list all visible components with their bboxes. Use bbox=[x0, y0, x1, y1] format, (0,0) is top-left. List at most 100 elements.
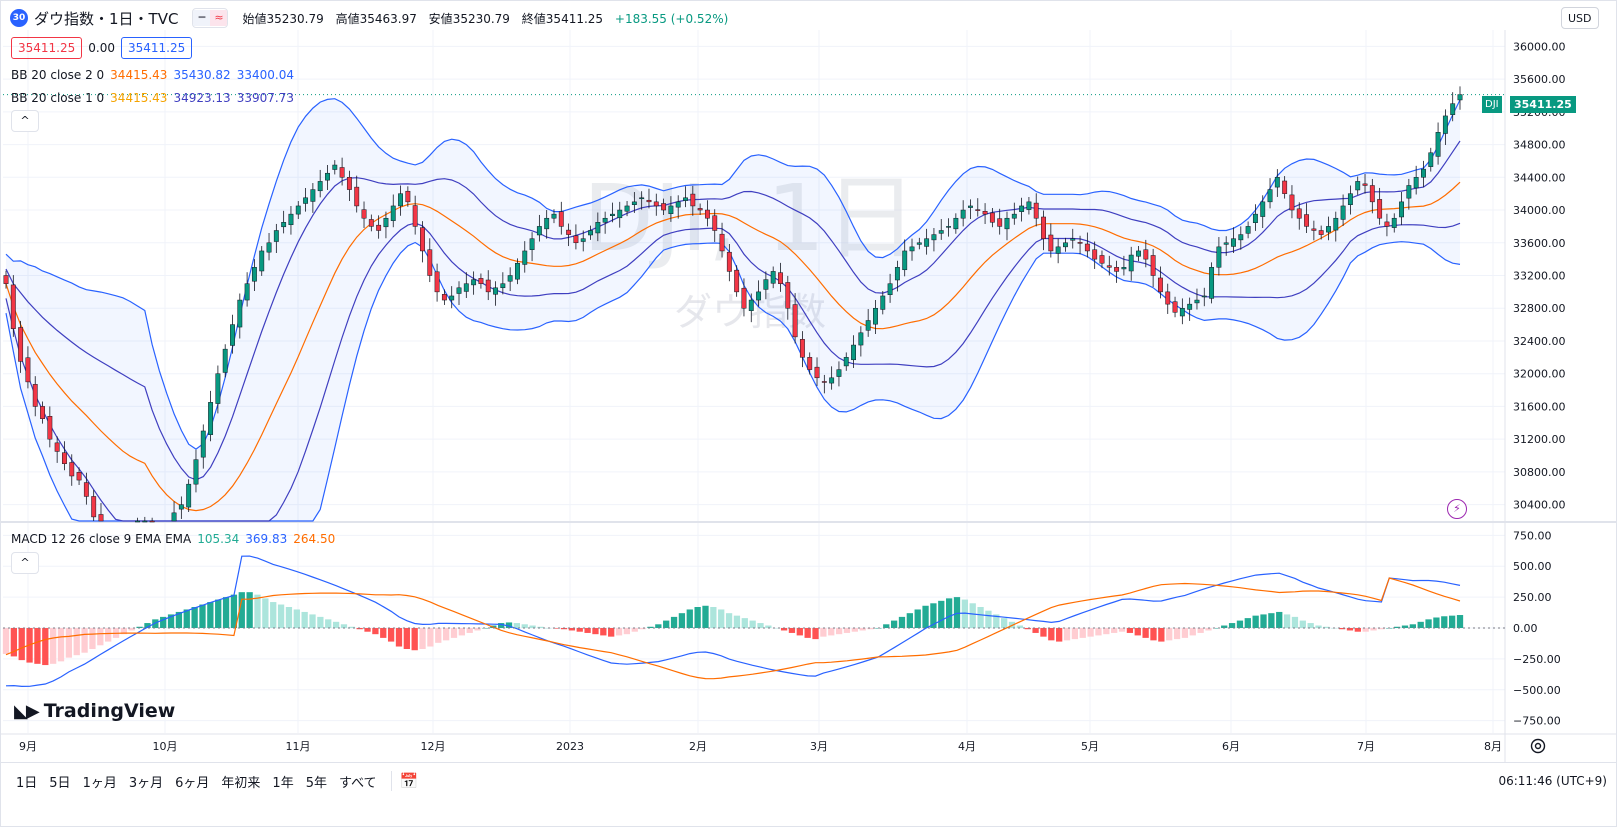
candle-body[interactable] bbox=[368, 219, 374, 227]
candle-body[interactable] bbox=[1041, 216, 1046, 239]
candle-body[interactable] bbox=[975, 209, 981, 211]
candle-body[interactable] bbox=[507, 275, 513, 282]
candle-body[interactable] bbox=[566, 229, 572, 235]
candle-body[interactable] bbox=[756, 291, 762, 301]
collapse-macd-button[interactable]: ^ bbox=[11, 552, 39, 574]
candle-body[interactable] bbox=[1063, 242, 1068, 248]
candle-body[interactable] bbox=[1165, 291, 1171, 305]
currency-selector[interactable]: USD bbox=[1561, 7, 1599, 29]
candle-body[interactable] bbox=[726, 251, 732, 272]
candle-body[interactable] bbox=[1442, 115, 1448, 134]
candle-body[interactable] bbox=[785, 282, 791, 309]
candle-body[interactable] bbox=[1077, 242, 1083, 244]
calendar-icon[interactable]: 📅 bbox=[399, 772, 419, 790]
candle-body[interactable] bbox=[266, 242, 272, 253]
candle-body[interactable] bbox=[485, 279, 491, 293]
candle-body[interactable] bbox=[1223, 242, 1229, 245]
candle-body[interactable] bbox=[829, 377, 835, 384]
candle-body[interactable] bbox=[1011, 213, 1017, 219]
candle-body[interactable] bbox=[332, 164, 338, 170]
candle-body[interactable] bbox=[580, 238, 586, 242]
candle-body[interactable] bbox=[1084, 243, 1090, 252]
candle-body[interactable] bbox=[719, 233, 725, 252]
candle-body[interactable] bbox=[1172, 301, 1178, 313]
symbol-badge[interactable]: 30 bbox=[10, 9, 28, 27]
range-button[interactable]: 5日 bbox=[49, 775, 71, 791]
candle-body[interactable] bbox=[946, 226, 951, 228]
candle-body[interactable] bbox=[1318, 230, 1324, 235]
candle-body[interactable] bbox=[25, 357, 31, 383]
candle-body[interactable] bbox=[215, 373, 221, 404]
candle-body[interactable] bbox=[704, 209, 710, 219]
candle-body[interactable] bbox=[325, 172, 330, 181]
clock-time[interactable]: 06:11:46 (UTC+9) bbox=[1498, 774, 1607, 788]
candle-body[interactable] bbox=[186, 483, 192, 508]
candle-body[interactable] bbox=[1384, 221, 1390, 227]
symbol-title[interactable]: ダウ指数・1日・TVC bbox=[34, 9, 179, 28]
candle-body[interactable] bbox=[814, 366, 820, 379]
candle-body[interactable] bbox=[3, 275, 9, 284]
candle-body[interactable] bbox=[515, 262, 520, 280]
candle-body[interactable] bbox=[748, 299, 754, 311]
candle-body[interactable] bbox=[778, 272, 783, 284]
candle-body[interactable] bbox=[588, 230, 593, 236]
candle-body[interactable] bbox=[1099, 255, 1105, 264]
candle-body[interactable] bbox=[441, 294, 447, 301]
candle-body[interactable] bbox=[76, 472, 82, 481]
candle-body[interactable] bbox=[968, 205, 973, 208]
candle-body[interactable] bbox=[551, 213, 557, 219]
candle-body[interactable] bbox=[200, 430, 206, 458]
settings-gear-icon[interactable] bbox=[1529, 737, 1547, 755]
candle-body[interactable] bbox=[1377, 199, 1383, 219]
candle-body[interactable] bbox=[1355, 181, 1361, 191]
candle-body[interactable] bbox=[1326, 226, 1331, 233]
sell-price[interactable]: 35411.25 bbox=[11, 37, 83, 59]
candle-body[interactable] bbox=[1048, 234, 1054, 252]
candle-body[interactable] bbox=[1296, 208, 1302, 219]
candle-body[interactable] bbox=[434, 271, 440, 293]
candle-body[interactable] bbox=[1238, 234, 1244, 241]
buy-price[interactable]: 35411.25 bbox=[120, 37, 193, 59]
candle-body[interactable] bbox=[792, 304, 798, 338]
candle-body[interactable] bbox=[1252, 213, 1258, 223]
candle-body[interactable] bbox=[661, 203, 667, 211]
candle-body[interactable] bbox=[522, 250, 528, 265]
candle-body[interactable] bbox=[398, 193, 403, 207]
candle-body[interactable] bbox=[135, 520, 140, 523]
range-button[interactable]: 年初来 bbox=[221, 775, 261, 791]
candle-body[interactable] bbox=[1369, 185, 1375, 203]
candle-body[interactable] bbox=[354, 186, 360, 207]
candle-body[interactable] bbox=[1428, 152, 1434, 167]
candle-body[interactable] bbox=[1267, 189, 1273, 203]
candle-body[interactable] bbox=[303, 197, 309, 204]
candle-body[interactable] bbox=[1347, 193, 1353, 205]
candle-body[interactable] bbox=[471, 279, 477, 286]
candle-body[interactable] bbox=[734, 269, 740, 293]
lightning-icon[interactable]: ⚡ bbox=[1447, 499, 1467, 519]
candle-body[interactable] bbox=[1194, 299, 1200, 304]
candle-body[interactable] bbox=[1019, 205, 1025, 212]
candle-body[interactable] bbox=[712, 215, 718, 231]
candle-body[interactable] bbox=[420, 227, 425, 252]
candle-body[interactable] bbox=[960, 209, 966, 219]
bb2-legend[interactable]: BB 20 close 2 0 34415.43 35430.82 33400.04 bbox=[11, 68, 300, 82]
candle-body[interactable] bbox=[1282, 180, 1288, 194]
range-button[interactable]: 1年 bbox=[272, 775, 294, 791]
candle-body[interactable] bbox=[770, 271, 776, 284]
candle-body[interactable] bbox=[1026, 201, 1032, 210]
candle-body[interactable] bbox=[493, 287, 498, 295]
candle-body[interactable] bbox=[237, 299, 243, 328]
candle-body[interactable] bbox=[171, 512, 177, 522]
candle-body[interactable] bbox=[1391, 217, 1397, 228]
candle-body[interactable] bbox=[259, 250, 265, 272]
market-status-pill[interactable]: ━ ≈ bbox=[192, 8, 229, 28]
candle-body[interactable] bbox=[62, 452, 67, 464]
candle-body[interactable] bbox=[529, 238, 535, 250]
candle-body[interactable] bbox=[178, 504, 184, 510]
candle-body[interactable] bbox=[909, 246, 915, 252]
candle-body[interactable] bbox=[610, 213, 615, 217]
candle-body[interactable] bbox=[1106, 265, 1112, 268]
candle-body[interactable] bbox=[376, 224, 382, 231]
candle-body[interactable] bbox=[1435, 132, 1441, 157]
